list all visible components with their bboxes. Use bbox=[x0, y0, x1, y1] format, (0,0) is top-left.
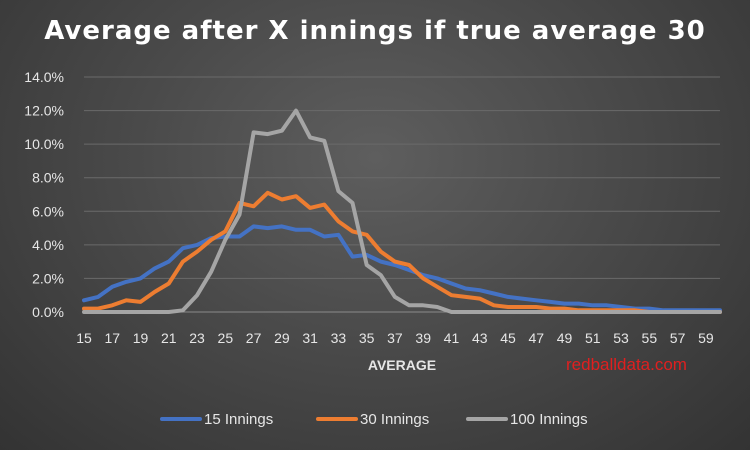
y-tick-label: 4.0% bbox=[32, 237, 64, 253]
x-tick-label: 53 bbox=[613, 330, 629, 346]
y-tick-label: 10.0% bbox=[24, 136, 64, 152]
x-tick-label: 57 bbox=[670, 330, 686, 346]
x-tick-label: 29 bbox=[274, 330, 290, 346]
y-tick-label: 6.0% bbox=[32, 203, 64, 219]
y-tick-label: 14.0% bbox=[24, 69, 64, 85]
x-tick-label: 37 bbox=[387, 330, 403, 346]
legend-label: 100 Innings bbox=[510, 411, 588, 428]
x-tick-label: 47 bbox=[528, 330, 544, 346]
x-tick-label: 39 bbox=[415, 330, 431, 346]
x-tick-label: 21 bbox=[161, 330, 177, 346]
x-tick-label: 35 bbox=[359, 330, 375, 346]
x-axis-ticks: 15 17 19 21 23 25 27 29 31 33 35 37 39 41 43 45 47 49 51 53… bbox=[76, 330, 714, 346]
x-tick-label: 17 bbox=[104, 330, 120, 346]
y-tick-label: 2.0% bbox=[32, 270, 64, 286]
x-tick-label: 55 bbox=[642, 330, 658, 346]
legend-item-100-innings: 100 Innings bbox=[466, 411, 588, 428]
x-tick-label: 25 bbox=[218, 330, 234, 346]
line-100-innings bbox=[82, 108, 722, 314]
legend-item-30-innings: 30 Innings bbox=[316, 411, 429, 428]
x-tick-label: 27 bbox=[246, 330, 262, 346]
x-tick-label: 41 bbox=[444, 330, 460, 346]
x-axis-label: AVERAGE bbox=[368, 357, 436, 373]
legend-label: 15 Innings bbox=[204, 411, 273, 428]
x-tick-label: 33 bbox=[331, 330, 347, 346]
x-tick-label: 15 bbox=[76, 330, 92, 346]
y-tick-label: 0.0% bbox=[32, 304, 64, 320]
x-tick-label: 51 bbox=[585, 330, 601, 346]
gridlines bbox=[84, 76, 720, 279]
y-tick-label: 8.0% bbox=[32, 170, 64, 186]
x-tick-label: 45 bbox=[500, 330, 516, 346]
x-tick-label: 43 bbox=[472, 330, 488, 346]
x-tick-label: 49 bbox=[557, 330, 573, 346]
watermark-text: redballdata.com bbox=[566, 355, 687, 374]
legend-label: 30 Innings bbox=[360, 411, 429, 428]
legend-item-15-innings: 15 Innings bbox=[160, 411, 273, 428]
x-tick-label: 19 bbox=[133, 330, 149, 346]
x-tick-label: 31 bbox=[302, 330, 318, 346]
y-tick-label: 12.0% bbox=[24, 103, 64, 119]
series-lines bbox=[82, 108, 722, 314]
y-axis-ticks: 0.0% 2.0% 4.0% 6.0% 8.0% 10.0% 12.0% 14.0% bbox=[24, 69, 64, 320]
line-15-innings bbox=[82, 224, 722, 313]
chart-title: Average after X innings if true average … bbox=[44, 16, 706, 46]
x-tick-label: 23 bbox=[189, 330, 205, 346]
legend: 15 Innings 30 Innings 100 Innings bbox=[160, 411, 588, 428]
x-tick-label: 59 bbox=[698, 330, 714, 346]
